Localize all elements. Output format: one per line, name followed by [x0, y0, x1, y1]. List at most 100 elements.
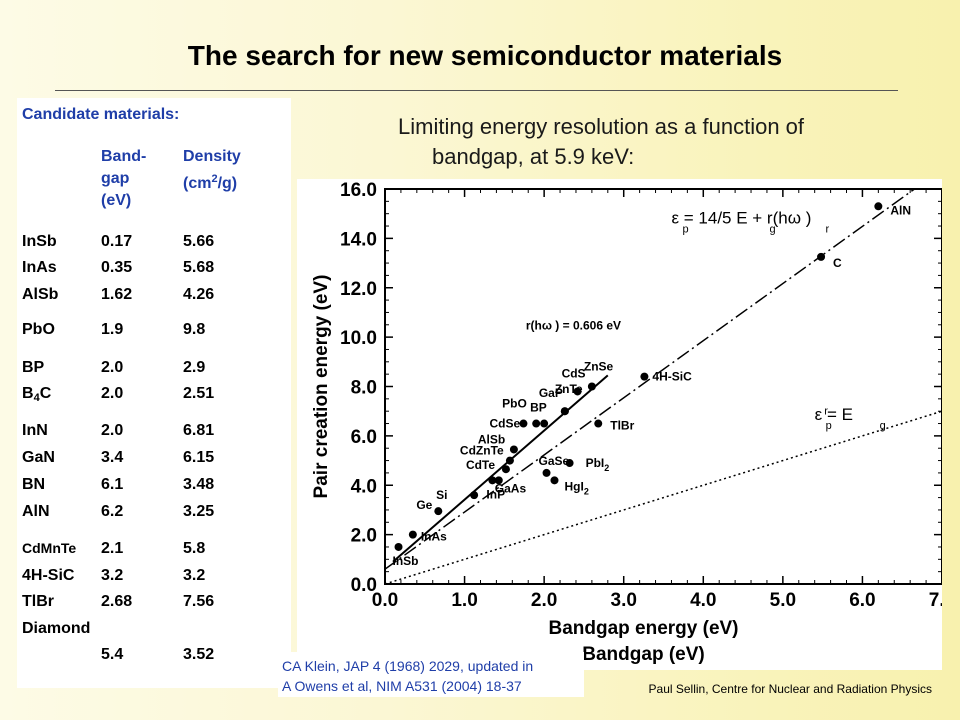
material-name: GaN — [22, 449, 55, 466]
material-name: PbO — [22, 321, 55, 338]
y-tick-label: 2.0 — [351, 526, 377, 547]
bandgap-header: Band- gap (eV) — [101, 146, 146, 212]
material-bandgap: 3.4 — [101, 449, 124, 466]
point-label: TlBr — [610, 419, 634, 433]
bandgap-header-line: Band- — [101, 148, 147, 165]
fit-line-dotted — [385, 410, 942, 584]
y-axis-label: Pair creation energy (eV) — [311, 275, 332, 499]
data-point — [488, 476, 497, 485]
point-label: AlSb — [478, 432, 505, 446]
x-tick-label: 7.0 — [929, 590, 942, 611]
density-unit-tail: /g) — [217, 175, 238, 192]
data-point — [519, 419, 528, 428]
material-bandgap: 0.35 — [101, 259, 133, 276]
plot-frame — [384, 188, 943, 585]
x-tick-label: 2.0 — [531, 590, 557, 611]
equation-subscript: r — [825, 224, 829, 236]
point-label: AlN — [890, 203, 911, 217]
point-label: C — [833, 256, 842, 270]
data-point — [540, 419, 549, 428]
material-density: 6.81 — [183, 422, 215, 439]
material-name: 4H-SiC — [22, 567, 75, 584]
material-bandgap: 6.1 — [101, 476, 124, 493]
y-tick-label: 10.0 — [340, 328, 377, 349]
bandgap-header-line: (eV) — [101, 192, 132, 209]
x-axis-label-outer: Bandgap (eV) — [582, 644, 704, 665]
material-bandgap: 2.1 — [101, 540, 124, 557]
material-bandgap: 0.17 — [101, 233, 133, 250]
material-name: InN — [22, 422, 48, 439]
materials-heading: Candidate materials: — [22, 106, 180, 123]
equation-fit: r(hω ) = 0.606 eV — [526, 319, 621, 333]
data-point — [494, 476, 503, 485]
equation-main: ε = 14/5 E + r(hω ) — [671, 209, 811, 228]
data-point — [505, 456, 514, 465]
materials-panel — [17, 98, 291, 688]
fit-line-solid — [392, 374, 609, 563]
material-density: 3.52 — [183, 646, 215, 663]
bandgap-header-line: gap — [101, 170, 130, 187]
y-tick-label: 4.0 — [351, 476, 377, 497]
slide-title: The search for new semiconductor materia… — [187, 40, 783, 71]
material-name: CdMnTe — [22, 540, 77, 556]
material-subscript: 4 — [33, 392, 40, 404]
data-point — [394, 542, 403, 551]
material-density: 3.2 — [183, 567, 206, 584]
point-label: BP — [530, 401, 547, 415]
subtitle-line-1: Limiting energy resolution as a function… — [398, 114, 805, 139]
material-density: 5.68 — [183, 259, 215, 276]
point-label: InP — [486, 487, 505, 501]
material-name: BP — [22, 359, 45, 376]
material-name-tail: C — [39, 385, 52, 402]
density-header-line: Density — [183, 148, 241, 165]
point-label: CdS — [562, 366, 586, 380]
data-point — [408, 530, 417, 539]
y-tick-label: 12.0 — [340, 279, 377, 300]
point-label: PbI2 — [586, 456, 610, 473]
material-name: Diamond — [22, 620, 91, 637]
material-density: 9.8 — [183, 321, 206, 338]
material-bandgap: 2.0 — [101, 385, 124, 402]
data-point — [509, 445, 518, 454]
x-tick-label: 0.0 — [372, 590, 398, 611]
y-tick-label: 6.0 — [351, 427, 377, 448]
material-density: 4.26 — [183, 286, 215, 303]
material-density: 5.8 — [183, 540, 206, 557]
material-bandgap: 6.2 — [101, 503, 124, 520]
data-point — [874, 202, 883, 211]
x-tick-label: 4.0 — [690, 590, 716, 611]
point-label: 4H-SiC — [652, 370, 692, 384]
equation-subscript: p — [682, 224, 688, 236]
data-point — [640, 372, 649, 381]
point-label: GaP — [539, 386, 563, 400]
material-bandgap: 1.62 — [101, 286, 133, 303]
data-point — [542, 468, 551, 477]
x-axis-label: Bandgap energy (eV) — [548, 618, 738, 639]
data-point — [573, 387, 582, 396]
equation-subscript: p — [826, 420, 832, 432]
equation-subscript: r — [824, 405, 828, 417]
material-name: InSb — [22, 233, 57, 250]
y-tick-label: 14.0 — [340, 229, 377, 250]
density-header-line: (cm2/g) — [183, 168, 241, 195]
point-label: InSb — [393, 554, 419, 568]
data-point — [817, 252, 826, 261]
data-point — [532, 419, 541, 428]
equation-subscript: g — [769, 224, 775, 236]
point-label: ZnTe — [555, 382, 583, 396]
y-tick-label: 8.0 — [351, 378, 377, 399]
x-tick-label: 5.0 — [770, 590, 796, 611]
data-point — [587, 382, 596, 391]
credit-text: Paul Sellin, Centre for Nuclear and Radi… — [648, 682, 932, 696]
x-tick-label: 6.0 — [849, 590, 875, 611]
data-point — [434, 507, 443, 516]
title-divider — [55, 90, 898, 91]
x-tick-label: 1.0 — [451, 590, 477, 611]
material-bandgap: 3.2 — [101, 567, 124, 584]
material-name: InAs — [22, 259, 57, 276]
y-tick-label: 0.0 — [351, 575, 377, 596]
material-density: 7.56 — [183, 593, 215, 610]
chart-panel: 0.0 1.0 2.0 3.0 4.0 5.0 6.0 7.0 0.0 2.0 4.0 6.0 8.0 1… — [297, 179, 955, 670]
subtitle-line-2: bandgap, at 5.9 keV: — [432, 144, 635, 169]
material-density: 6.15 — [183, 449, 215, 466]
